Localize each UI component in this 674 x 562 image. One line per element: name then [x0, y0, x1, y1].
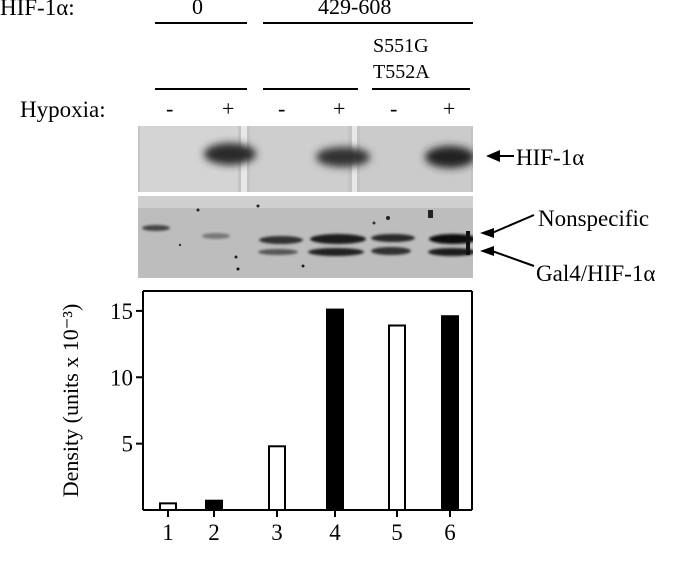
x-tick-label: 6	[444, 520, 456, 545]
bar-lane-5	[388, 324, 406, 511]
x-tick-label: 2	[208, 520, 220, 545]
bar-lane-3	[268, 445, 286, 511]
label-gal4-band: Gal4/HIF-1α	[536, 261, 656, 286]
band-hif-lane-4	[316, 147, 370, 167]
hypoxia-sign-lane-6: +	[443, 96, 456, 121]
blot-hif	[138, 126, 473, 192]
subgroup-line-3	[372, 88, 470, 90]
hypoxia-sign-lane-1: -	[166, 96, 174, 121]
band-nonspecific-lane-4	[310, 234, 366, 244]
arrow-nonspecific-icon	[480, 228, 494, 238]
y-axis-label: Density (units x 10⁻³)	[58, 304, 83, 498]
band-nonspecific-lane-5	[371, 234, 415, 242]
group-label-control: 0	[192, 0, 203, 19]
hypoxia-sign-lane-4: +	[333, 96, 346, 121]
band-nonspecific-lane-6	[429, 234, 473, 244]
label-hif-band: HIF-1α	[516, 145, 585, 170]
group-label-construct: 429-608	[318, 0, 392, 19]
hypoxia-row-label: Hypoxia:	[20, 97, 106, 122]
bar-lane-6	[441, 315, 459, 511]
label-nonspecific-band: Nonspecific	[538, 206, 650, 231]
arrow-hif-icon	[486, 150, 500, 162]
hypoxia-sign-lane-3: -	[278, 96, 286, 121]
bar-lane-2	[205, 499, 223, 511]
density-bar-chart: 5 10 15 1 2 3 4 5 6 Density (units x 10⁻³)	[58, 290, 473, 545]
subgroup-line-2	[263, 88, 358, 90]
bar-lane-1	[159, 502, 177, 511]
hypoxia-sign-lane-2: +	[222, 96, 235, 121]
band-hif-lane-2	[204, 143, 256, 165]
mutant-label-line1: S551G	[373, 35, 429, 57]
mutant-label-line2: T552A	[373, 61, 430, 83]
y-tick-label: 10	[110, 365, 133, 390]
hypoxia-sign-lane-5: -	[390, 96, 398, 121]
y-tick-label: 15	[110, 299, 133, 324]
bar-lane-4	[326, 308, 344, 511]
group-line-control	[155, 22, 247, 24]
arrow-gal4-icon	[480, 246, 494, 256]
group-line-construct	[263, 22, 473, 24]
hif-row-label: HIF-1α:	[0, 0, 75, 20]
x-tick-label: 4	[329, 520, 341, 545]
subgroup-line-1	[155, 88, 247, 90]
band-gal4-lane-5	[371, 247, 411, 255]
x-tick-label: 5	[391, 520, 403, 545]
band-hif-lane-6	[425, 146, 473, 168]
band-annotation-arrows	[480, 150, 535, 267]
x-tick-label: 3	[271, 520, 283, 545]
x-tick-label: 1	[162, 520, 174, 545]
blot-gal4	[138, 196, 473, 278]
band-gal4-lane-6	[428, 248, 473, 256]
y-tick-label: 5	[122, 432, 134, 457]
band-gal4-lane-4	[308, 248, 364, 256]
